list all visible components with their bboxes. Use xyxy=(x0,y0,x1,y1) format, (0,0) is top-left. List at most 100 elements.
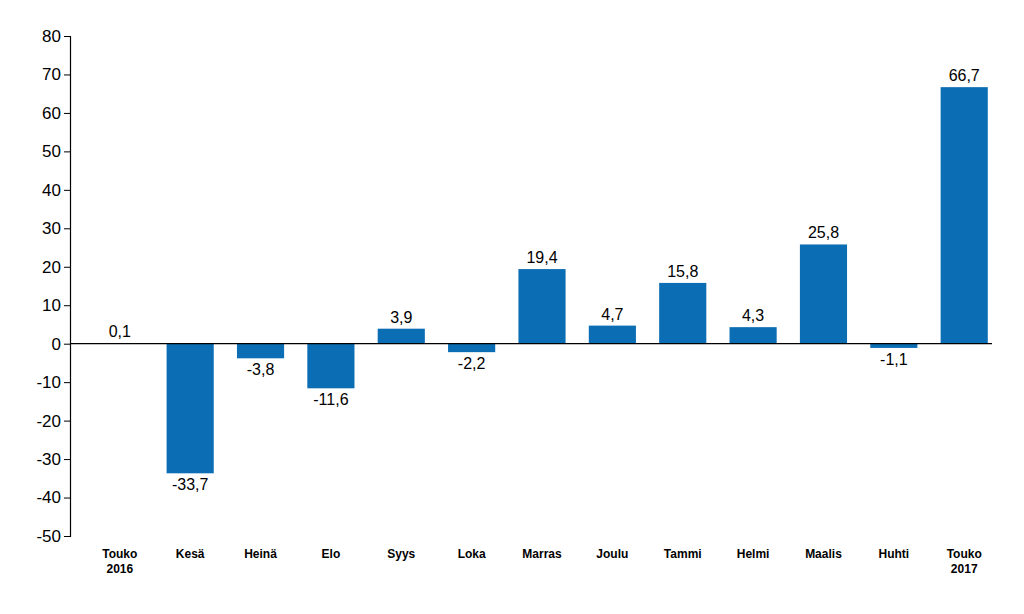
y-axis: -50 -40 -30 -20 -10 0 10 20 30 40 50 60 70 80 xyxy=(36,27,70,546)
y-tick-mark xyxy=(64,344,70,345)
data-labels: 0,1 -33,7 -3,8 -11,6 3,9 -2,2 19,4 4,7 15,8 4,3 25… xyxy=(109,67,980,493)
data-label: 4,7 xyxy=(601,306,623,323)
y-tick-label: 70 xyxy=(42,65,61,84)
data-label: 66,7 xyxy=(949,67,980,84)
y-tick: 50 xyxy=(42,142,70,161)
y-tick-label: -30 xyxy=(36,450,61,469)
x-tick: Maalis xyxy=(805,546,842,561)
y-axis-line xyxy=(64,37,71,537)
data-label: 3,9 xyxy=(390,309,412,326)
y-tick-label: -20 xyxy=(36,412,61,431)
y-tick: 0 xyxy=(52,335,70,354)
x-tick: Loka xyxy=(458,546,486,561)
y-tick: -40 xyxy=(36,488,70,507)
y-tick-mark xyxy=(64,305,70,306)
data-label: 4,3 xyxy=(742,307,764,324)
y-tick: 10 xyxy=(42,296,70,315)
x-tick-label: Elo xyxy=(322,547,341,561)
y-tick: 40 xyxy=(42,181,70,200)
x-tick-label: Huhti xyxy=(879,547,910,561)
bar xyxy=(589,326,636,344)
data-label: -33,7 xyxy=(172,476,209,493)
bars xyxy=(96,87,988,473)
data-label: 19,4 xyxy=(526,249,557,266)
y-tick-mark xyxy=(64,267,70,268)
y-tick-mark xyxy=(64,151,70,152)
bar xyxy=(307,344,354,389)
x-tick: Syys xyxy=(387,546,415,561)
y-tick: 70 xyxy=(42,65,70,84)
y-tick-label: 50 xyxy=(42,142,61,161)
y-tick-label: 80 xyxy=(42,27,61,46)
y-tick-label: 40 xyxy=(42,181,61,200)
y-tick-mark xyxy=(64,228,70,229)
y-tick-label: -10 xyxy=(36,373,61,392)
data-label: 15,8 xyxy=(667,263,698,280)
bar xyxy=(518,269,565,344)
data-label: 25,8 xyxy=(808,224,839,241)
x-tick-label: Marras xyxy=(522,547,562,561)
x-tick: Marras xyxy=(522,546,562,561)
x-tick-label: Maalis xyxy=(805,547,842,561)
bar xyxy=(167,344,214,474)
x-tick: Kesä xyxy=(176,546,205,561)
x-tick: Tammi xyxy=(664,546,702,561)
x-tick: Touko2017 xyxy=(947,546,982,576)
x-tick-label: Touko2017 xyxy=(947,547,982,576)
x-tick-label: Kesä xyxy=(176,547,205,561)
data-label: -2,2 xyxy=(458,355,486,372)
y-tick: -50 xyxy=(36,527,70,546)
y-tick-label: 60 xyxy=(42,104,61,123)
bar xyxy=(941,87,988,344)
bar xyxy=(659,283,706,344)
data-label: 0,1 xyxy=(109,323,131,340)
x-tick-label: Joulu xyxy=(596,547,628,561)
y-tick-label: 0 xyxy=(52,335,61,354)
y-tick-mark xyxy=(64,382,70,383)
x-tick: Touko2016 xyxy=(102,546,137,576)
y-tick-mark xyxy=(64,190,70,191)
y-tick: -20 xyxy=(36,412,70,431)
y-tick: 60 xyxy=(42,104,70,123)
y-tick: 20 xyxy=(42,258,70,277)
bar xyxy=(448,344,495,352)
zero-line xyxy=(70,343,992,344)
x-tick: Helmi xyxy=(737,546,770,561)
x-axis: Touko2016 Kesä Heinä Elo Syys Loka Marras Joulu… xyxy=(102,546,982,576)
x-tick-label: Loka xyxy=(458,547,486,561)
y-tick-mark xyxy=(64,74,70,75)
bar xyxy=(870,344,917,348)
bar xyxy=(237,344,284,359)
y-tick: 30 xyxy=(42,219,70,238)
data-label: -11,6 xyxy=(313,391,348,408)
x-tick: Elo xyxy=(322,546,341,561)
x-tick-label: Helmi xyxy=(737,547,770,561)
data-label: -3,8 xyxy=(247,361,275,378)
x-tick-label: Touko2016 xyxy=(102,547,137,576)
y-tick-label: -40 xyxy=(36,488,61,507)
y-tick-mark xyxy=(64,36,70,37)
y-tick-mark xyxy=(64,113,70,114)
x-tick-label: Heinä xyxy=(244,547,277,561)
y-tick-mark xyxy=(64,536,70,537)
bar xyxy=(378,329,425,344)
y-tick-label: 30 xyxy=(42,219,61,238)
bar xyxy=(730,327,777,344)
y-tick-label: 10 xyxy=(42,296,61,315)
y-tick: -30 xyxy=(36,450,70,469)
x-tick-label: Syys xyxy=(387,547,415,561)
chart: -50 -40 -30 -20 -10 0 10 20 30 40 50 60 70 80 Touko201… xyxy=(0,0,1024,614)
x-tick-label: Tammi xyxy=(664,547,702,561)
x-tick: Heinä xyxy=(244,546,277,561)
x-tick: Huhti xyxy=(879,546,910,561)
x-tick: Joulu xyxy=(596,546,628,561)
y-tick-label: 20 xyxy=(42,258,61,277)
y-tick-mark xyxy=(64,459,70,460)
y-tick-mark xyxy=(64,421,70,422)
y-tick-label: -50 xyxy=(36,527,61,546)
y-tick: -10 xyxy=(36,373,70,392)
y-tick-mark xyxy=(64,498,70,499)
bar xyxy=(800,244,847,343)
y-tick: 80 xyxy=(42,27,70,46)
data-label: -1,1 xyxy=(880,351,908,368)
